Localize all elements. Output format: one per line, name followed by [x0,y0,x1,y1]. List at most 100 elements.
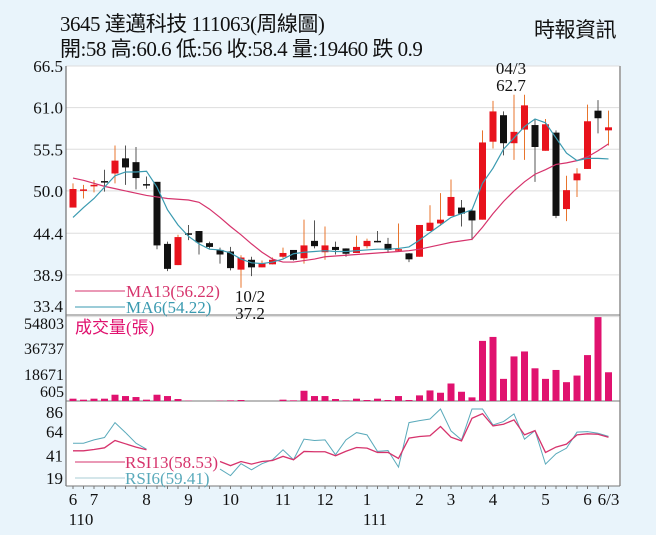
candlestick [311,220,318,249]
volume-bar [279,399,287,401]
candlestick [153,181,161,250]
candlestick [563,175,570,222]
candle-body [185,233,192,235]
candlestick [416,224,423,257]
candle-body [132,162,140,179]
volume-bar [237,400,245,401]
volume-bar [132,397,140,401]
volume-bar [363,400,371,401]
volume-bar [342,400,350,401]
candlestick [395,223,402,252]
volume-bar [468,397,476,401]
candle-body [279,252,287,257]
rsi13-legend: RSI13(58.53) [125,453,218,472]
volume-bar [458,391,465,401]
candlestick [552,130,560,219]
x-tick-label: 2 [415,490,424,509]
volume-tick-label: 54803 [24,316,64,333]
candle-body [248,259,255,268]
volume-bar [563,382,570,401]
x-tick-label: 3 [447,490,456,509]
candle-body [111,160,119,174]
rsi-tick-label: 19 [46,469,63,488]
x-tick-label: 6/3 [598,490,620,509]
volume-bar [353,398,360,401]
x-tick-label: 7 [90,490,99,509]
candle-body [542,124,549,151]
candle-body [101,181,108,183]
plot-background [66,66,620,486]
x-tick-label: 12 [317,490,334,509]
x-tick-label: 6 [583,490,592,509]
rsi6-legend: RSI6(59.41) [125,469,210,488]
volume-bar [489,336,497,401]
candlestick [248,256,255,277]
price-tick-label: 38.9 [33,266,63,285]
volume-bar [479,340,486,401]
volume-bar [69,398,77,401]
volume-bar [605,372,612,401]
volume-bar [300,390,308,401]
candle-body [143,184,150,186]
annotation-value: 62.7 [496,76,526,95]
candle-body [605,127,612,131]
volume-bar [290,400,297,401]
candlestick [447,179,455,216]
candlestick [80,184,87,199]
candlestick [500,111,507,156]
candle-body [374,240,381,243]
rsi6-line [73,408,609,477]
candle-body [153,181,161,246]
candle-body [531,125,539,147]
price-tick-label: 50.0 [33,182,63,201]
candlestick [542,118,549,151]
price-tick-label: 61.0 [33,99,63,118]
volume-bar [111,394,119,401]
candlestick [90,180,98,193]
price-tick-label: 44.4 [33,224,63,243]
volume-bar [405,400,413,401]
x-tick-year-label: 110 [69,510,94,529]
candlestick [353,235,360,253]
x-tick-label: 1 [363,490,372,509]
candlestick [594,100,602,134]
source-label: 時報資訊 [534,18,617,42]
candle-body [552,132,560,216]
candle-body [290,249,297,260]
volume-bar [510,356,518,401]
ma13-legend: MA13(56.22) [126,282,220,301]
volume-bar [573,375,581,401]
candle-body [237,257,245,270]
volume-tick-label: 18671 [24,367,64,384]
candlestick [321,226,329,260]
chart-title: 3645 達邁科技 111063(周線圖) [60,12,325,36]
candlestick [531,118,539,182]
rsi-tick-label: 86 [46,403,63,422]
volume-bar [90,398,98,401]
x-tick-label: 8 [142,490,151,509]
annotation-date: 04/3 [496,59,526,78]
candle-body [479,142,486,220]
candlestick [132,146,140,190]
candlestick [363,238,371,249]
candlestick [405,252,413,263]
x-tick-year-label: 111 [363,510,387,529]
candlestick [426,205,434,232]
candle-body [258,263,266,268]
candle-body [384,243,392,250]
candle-body [500,115,507,144]
price-tick-label: 66.5 [33,57,63,76]
candle-body [227,251,234,269]
x-tick-label: 4 [489,490,498,509]
candlestick [227,246,234,271]
candle-body [311,240,318,247]
candlestick [195,231,203,255]
candle-body [563,190,570,210]
candlestick [122,145,129,185]
candlestick [206,241,213,249]
candlestick [164,241,171,272]
price-tick-label: 55.5 [33,140,63,159]
candle-body [521,105,528,130]
candle-body [416,224,423,257]
